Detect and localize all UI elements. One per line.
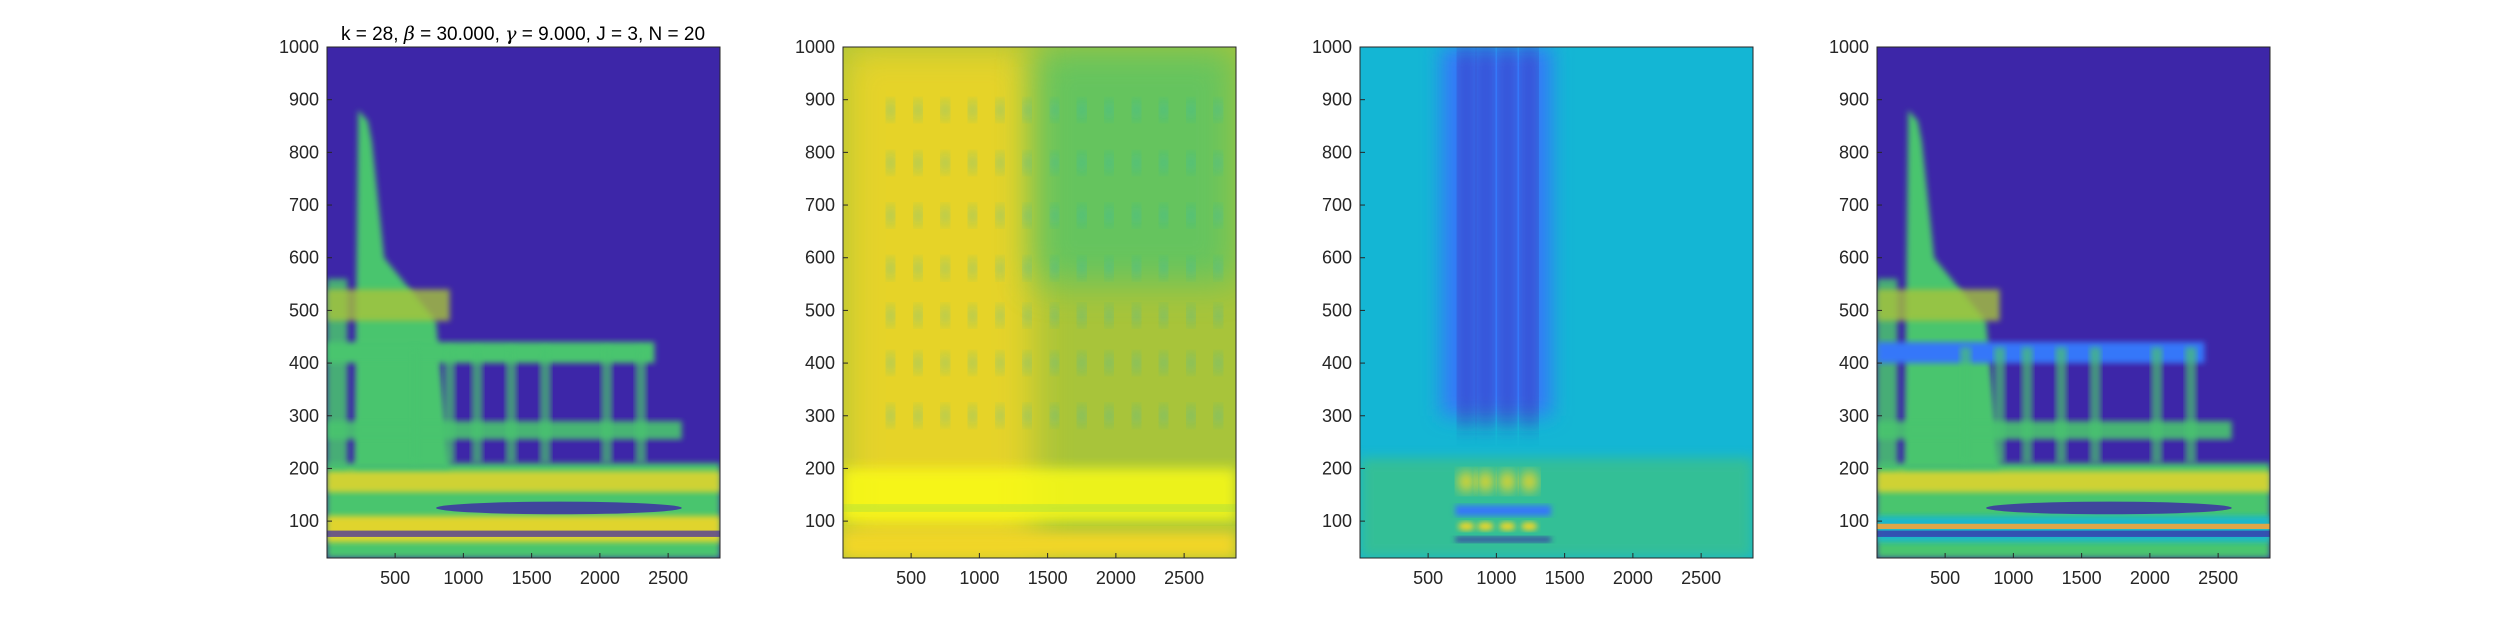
y-tick-label: 800 [289, 142, 319, 162]
heatmap-image [327, 47, 720, 558]
axes-frame [842, 46, 1237, 559]
y-tick-label: 600 [1322, 248, 1352, 268]
y-tick-label: 800 [805, 142, 835, 162]
axes-frame [1876, 46, 2271, 559]
y-tick-label: 600 [289, 248, 319, 268]
y-tick-label: 400 [1322, 353, 1352, 373]
heatmap-panel-2: 500 1000 1500 2000 2500 100 200 300 400 500 600 700… [795, 37, 1237, 588]
y-tick-label: 800 [1839, 142, 1869, 162]
y-tick-label: 700 [1839, 195, 1869, 215]
y-tick-label: 500 [1322, 300, 1352, 320]
x-tick-label: 2500 [2198, 568, 2238, 588]
title-part: β [403, 23, 415, 45]
y-tick-label: 900 [289, 90, 319, 110]
y-tick-label: 700 [289, 195, 319, 215]
y-tick-label: 200 [805, 458, 835, 478]
heatmap-panel-4: 500 1000 1500 2000 2500 100 200 300 400 500 600 700… [1829, 37, 2271, 588]
y-tick-label: 500 [289, 300, 319, 320]
x-tick-label: 2500 [1164, 568, 1204, 588]
x-tick-label: 500 [1413, 568, 1443, 588]
y-tick-label: 1000 [1829, 37, 1869, 57]
x-tick-label: 1000 [959, 568, 999, 588]
heatmap-image [1877, 47, 2270, 558]
y-tick-label: 900 [1322, 90, 1352, 110]
chart-title: k = 28, β = 30.000, γ = 9.000, J = 3, N … [341, 23, 705, 45]
y-tick-label: 1000 [279, 37, 319, 57]
x-tick-label: 1500 [512, 568, 552, 588]
x-tick-label: 1000 [1476, 568, 1516, 588]
x-tick-label: 1500 [2062, 568, 2102, 588]
y-tick-label: 900 [1839, 90, 1869, 110]
y-tick-label: 900 [805, 90, 835, 110]
x-tick-label: 2000 [580, 568, 620, 588]
y-tick-label: 400 [289, 353, 319, 373]
x-tick-label: 1500 [1545, 568, 1585, 588]
x-tick-label: 500 [1930, 568, 1960, 588]
y-tick-label: 200 [1839, 458, 1869, 478]
y-tick-label: 600 [1839, 248, 1869, 268]
y-tick-label: 300 [805, 406, 835, 426]
x-tick-label: 2000 [1613, 568, 1653, 588]
y-tick-label: 800 [1322, 142, 1352, 162]
y-tick-label: 600 [805, 248, 835, 268]
x-tick-label: 1500 [1028, 568, 1068, 588]
y-tick-label: 300 [1839, 406, 1869, 426]
heatmap-panel-3: 500 1000 1500 2000 2500 100 200 300 400 500 600 700… [1312, 37, 1754, 588]
title-part: = 9.000, J = 3, N = 20 [516, 24, 705, 45]
x-tick-label: 500 [380, 568, 410, 588]
y-tick-label: 200 [1322, 458, 1352, 478]
y-tick-label: 300 [1322, 406, 1352, 426]
heatmap-image [843, 47, 1236, 558]
y-tick-label: 100 [1322, 511, 1352, 531]
y-tick-label: 400 [1839, 353, 1869, 373]
x-tick-label: 2500 [1681, 568, 1721, 588]
axes-frame [1359, 46, 1754, 559]
title-part: γ [505, 23, 517, 45]
x-tick-label: 1000 [1993, 568, 2033, 588]
y-tick-label: 300 [289, 406, 319, 426]
heatmap-panel-1: 500 1000 1500 2000 2500 100 200 300 400 500 600 700… [279, 37, 721, 588]
heatmap-image [1360, 47, 1753, 558]
axes-frame [326, 46, 721, 559]
y-tick-label: 500 [805, 300, 835, 320]
x-tick-label: 2000 [1096, 568, 1136, 588]
title-part: k = 28, [341, 24, 404, 45]
y-tick-label: 700 [1322, 195, 1352, 215]
x-tick-label: 2500 [648, 568, 688, 588]
y-tick-label: 700 [805, 195, 835, 215]
x-tick-label: 1000 [443, 568, 483, 588]
y-tick-label: 500 [1839, 300, 1869, 320]
y-tick-label: 1000 [795, 37, 835, 57]
y-tick-label: 100 [805, 511, 835, 531]
y-tick-label: 400 [805, 353, 835, 373]
y-tick-label: 1000 [1312, 37, 1352, 57]
title-part: = 30.000, [415, 24, 505, 45]
y-tick-label: 100 [1839, 511, 1869, 531]
y-tick-label: 100 [289, 511, 319, 531]
y-tick-label: 200 [289, 458, 319, 478]
x-tick-label: 500 [896, 568, 926, 588]
x-tick-label: 2000 [2130, 568, 2170, 588]
